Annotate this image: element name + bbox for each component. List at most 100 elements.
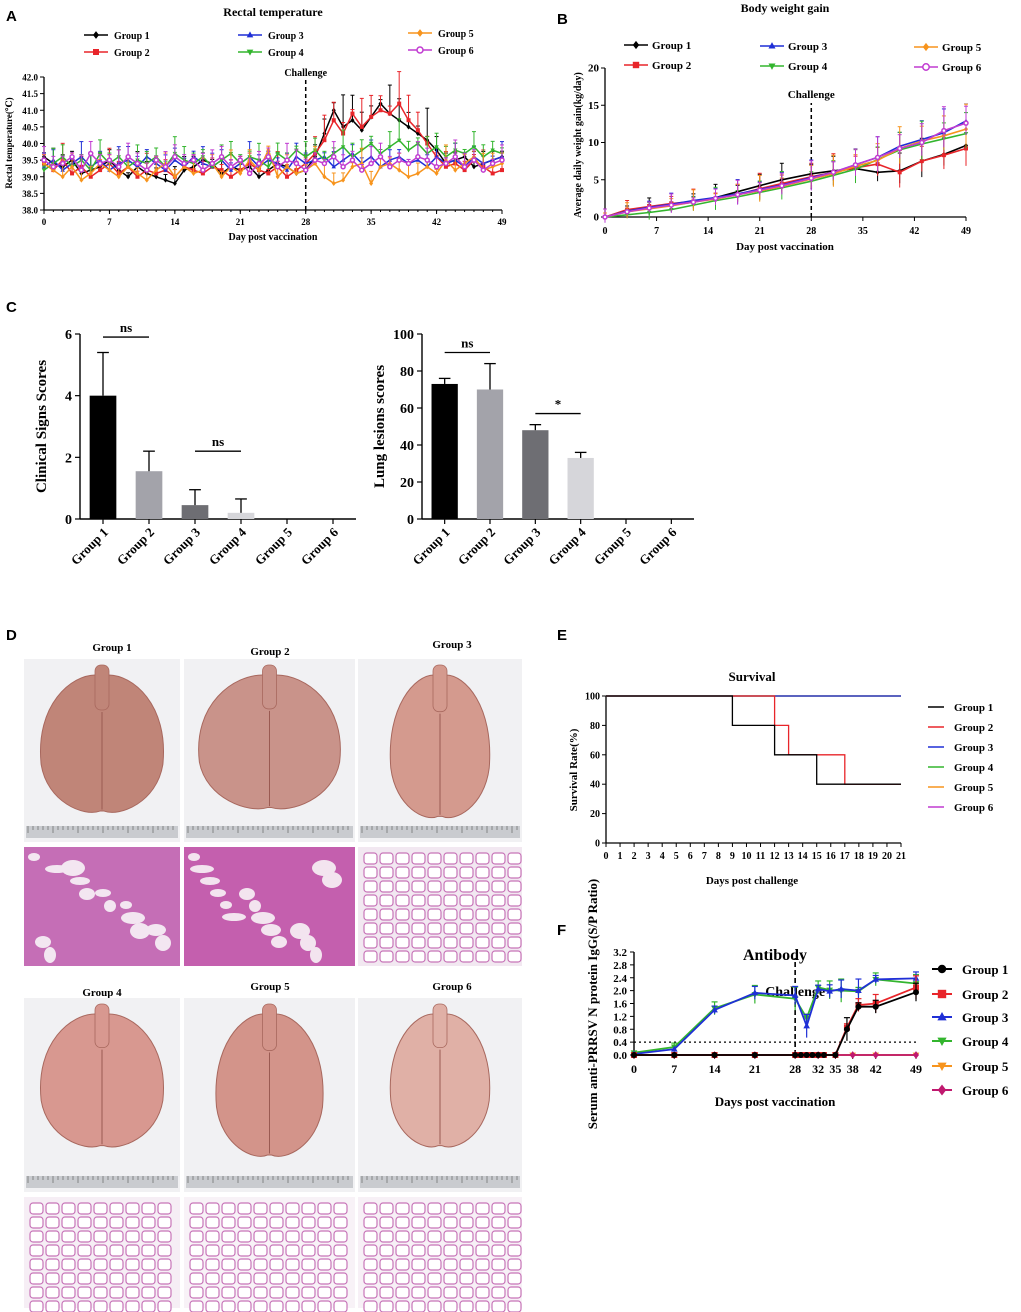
data-point [59,160,66,167]
data-point [490,171,495,176]
data-point [359,124,364,129]
alveolar-space [443,1230,458,1243]
data-point [964,146,968,151]
alveolar-space [411,894,426,907]
alveolar-space [141,1230,156,1243]
data-point [369,180,374,186]
alveolar-space [411,950,426,963]
data-point [751,1052,758,1058]
alveolar-space [157,1258,172,1271]
x-tick-label: 21 [236,217,246,227]
data-point [843,1026,850,1033]
alveolar-space [475,1286,490,1299]
legend-label: Group 4 [788,61,828,73]
alveolar-space [411,1230,426,1243]
significance-label: ns [212,434,224,449]
data-point [711,1006,718,1013]
photo-caption: Group 6 [432,981,472,993]
alveolar-space [379,1272,394,1285]
data-point [670,1045,678,1052]
x-tick-label: 14 [798,851,808,862]
alveolar-space [285,1202,300,1215]
data-point [303,155,308,160]
data-point [144,167,150,173]
alveolar-space [221,1230,236,1243]
alveolar-space [443,908,458,921]
alveolar-space [29,1230,44,1243]
data-point [397,101,402,106]
data-point [797,1052,804,1058]
alveolar-space [210,889,226,897]
x-tick-label: 42 [870,1062,882,1076]
alveolar-space [443,922,458,935]
alveolar-space [507,1300,522,1312]
x-tick-label: Group 2 [455,525,498,568]
legend-marker [417,29,423,37]
legend-marker [246,31,254,38]
alveolar-space [443,880,458,893]
data-point [872,1051,879,1059]
x-tick-label: Group 1 [68,525,111,568]
alveolar-space [157,1202,172,1215]
alveolar-space [459,894,474,907]
x-tick-label: 21 [896,851,906,862]
alveolar-space [61,1300,76,1312]
y-axis-label: Average daily weight gain(kg/day) [573,72,584,218]
data-point [246,170,253,177]
legend-label: Group 5 [962,1059,1009,1074]
data-point [256,174,261,180]
panel-letter-f: F [557,922,566,939]
alveolar-space [141,1244,156,1257]
data-point [369,114,374,119]
x-tick-label: 0 [42,217,47,227]
alveolar-space [269,1286,284,1299]
trachea [94,1003,110,1049]
alveolar-space [411,922,426,935]
alveolar-space [379,936,394,949]
alveolar-space [157,1244,172,1257]
alveolar-space [301,1272,316,1285]
alveolar-space [141,1258,156,1271]
alveolar-space [507,1272,522,1285]
y-tick-label: 0 [595,839,600,850]
alveolar-space [269,1216,284,1229]
alveolar-space [491,1272,506,1285]
alveolar-space [312,860,336,876]
y-tick-label: 80 [400,365,414,380]
ruler [360,826,520,838]
alveolar-space [491,1286,506,1299]
data-point [69,154,75,160]
alveolar-space [189,1272,204,1285]
data-point [406,148,411,153]
alveolar-space [237,1216,252,1229]
data-point [690,199,697,205]
alveolar-space [427,1258,442,1271]
data-point [434,154,439,159]
alveolar-space [475,908,490,921]
x-tick-label: 14 [703,226,713,237]
series-line [604,120,967,218]
alveolar-space [205,1272,220,1285]
x-tick-label: 21 [749,1062,761,1076]
alveolar-space [109,1258,124,1271]
alveolar-space [45,1258,60,1271]
data-point [60,174,65,180]
alveolar-space [221,1244,236,1257]
alveolar-space [475,936,490,949]
alveolar-space [411,1286,426,1299]
data-point [489,160,496,167]
alveolar-space [189,1244,204,1257]
alveolar-space [395,950,410,963]
alveolar-space [157,1230,172,1243]
alveolar-space [157,1286,172,1299]
alveolar-space [475,1272,490,1285]
alveolar-space [395,1272,410,1285]
alveolar-space [333,1230,348,1243]
x-tick-label: 49 [498,217,508,227]
alveolar-space [363,1216,378,1229]
data-point [331,154,337,160]
data-point [322,138,327,143]
alveolar-space [61,1202,76,1215]
alveolar-space [29,1258,44,1271]
